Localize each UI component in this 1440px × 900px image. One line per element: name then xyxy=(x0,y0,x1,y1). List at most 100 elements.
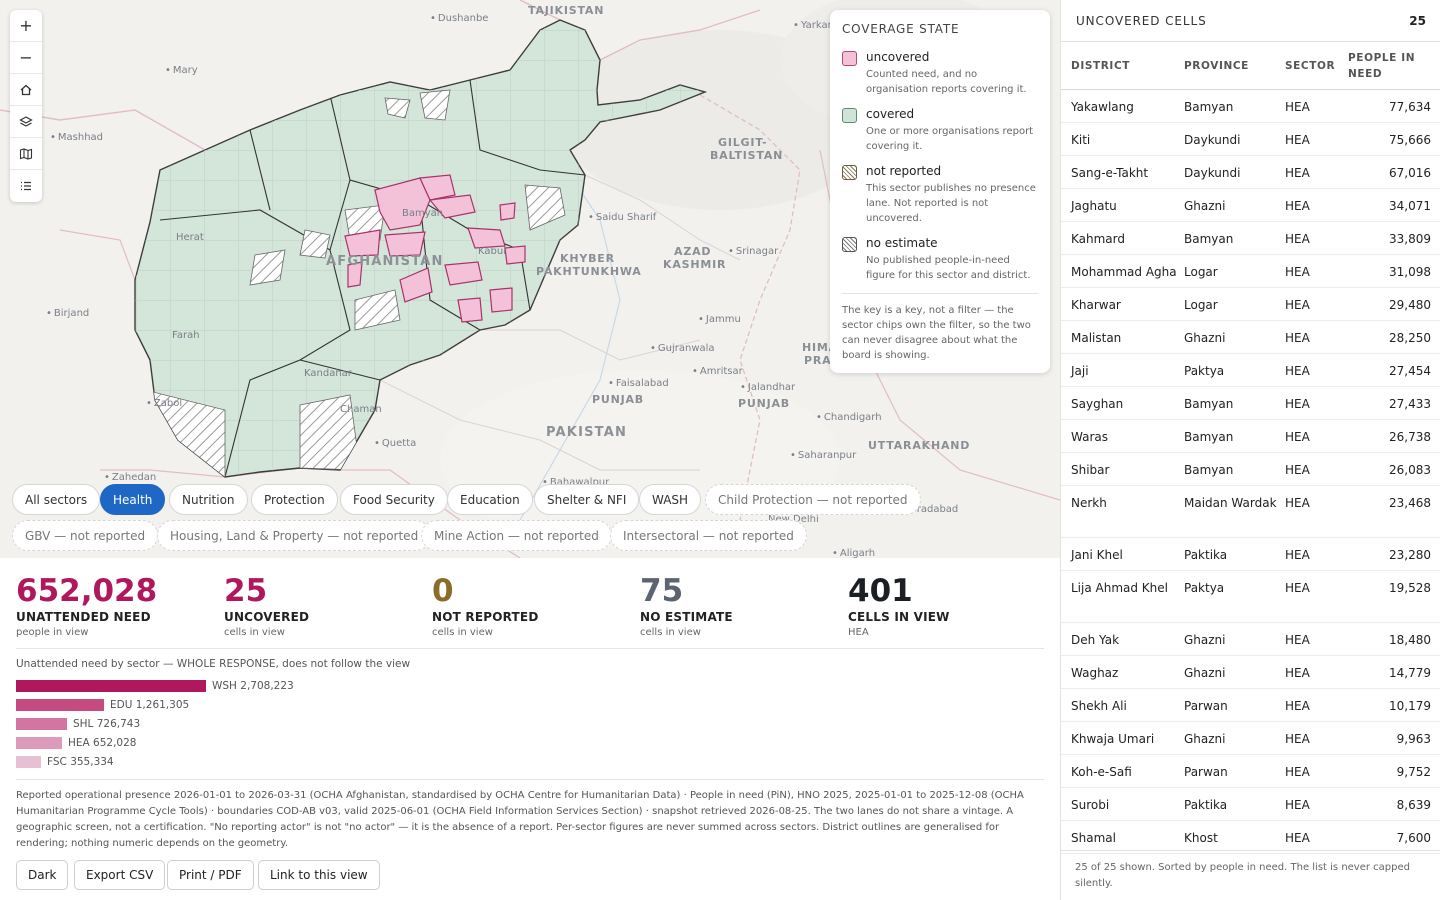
chip-gbv[interactable]: GBV — not reported xyxy=(12,520,159,551)
table-row[interactable]: Shamal Khost HEA 7,600 xyxy=(1061,821,1440,854)
chip-all-sectors[interactable]: All sectors xyxy=(12,484,101,515)
cell-district: Kahmard xyxy=(1071,232,1125,246)
cell-district: Jaji xyxy=(1071,364,1089,378)
chip-food-security[interactable]: Food Security xyxy=(340,484,448,515)
map-view[interactable]: Dushanbe Yarkanc Mary Mashhad Herat Birjand Fa… xyxy=(0,0,1060,558)
table-row[interactable]: Malistan Ghazni HEA 28,250 xyxy=(1061,321,1440,354)
place-label-gujranwala: Gujranwala xyxy=(650,343,715,354)
cell-district: Jaghatu xyxy=(1071,199,1117,213)
sector-bar-label: EDU 1,261,305 xyxy=(110,699,190,711)
cell-sector: HEA xyxy=(1285,100,1310,114)
chip-intersectoral[interactable]: Intersectoral — not reported xyxy=(610,520,807,551)
cell-province: Maidan Wardak xyxy=(1184,496,1277,510)
chip-education[interactable]: Education xyxy=(447,484,533,515)
place-label-saidu-sharif: Saidu Sharif xyxy=(588,212,656,223)
table-row[interactable]: Koh-e-Safi Parwan HEA 9,752 xyxy=(1061,755,1440,788)
region-label-uttarakhand: UTTARAKHAND xyxy=(868,439,971,452)
column-header-sector[interactable]: SECTOR xyxy=(1285,60,1336,72)
table-row[interactable]: Lija Ahmad Khel Paktya HEA 19,528 xyxy=(1061,571,1440,623)
table-row[interactable]: Waghaz Ghazni HEA 14,779 xyxy=(1061,656,1440,689)
cell-people-in-need: 75,666 xyxy=(1389,133,1431,147)
cell-district: Koh-e-Safi xyxy=(1071,765,1132,779)
table-row[interactable]: Khwaja Umari Ghazni HEA 9,963 xyxy=(1061,722,1440,755)
table-row[interactable]: Deh Yak Ghazni HEA 18,480 xyxy=(1061,623,1440,656)
cell-district: Sang-e-Takht xyxy=(1071,166,1149,180)
coverage-legend: COVERAGE STATE uncovered Counted need, a… xyxy=(830,10,1050,373)
home-icon[interactable] xyxy=(10,74,42,106)
legend-label: uncovered xyxy=(866,50,930,64)
column-header-district[interactable]: DISTRICT xyxy=(1071,60,1131,72)
table-row[interactable]: Kahmard Bamyan HEA 33,809 xyxy=(1061,222,1440,255)
place-label-aligarh: Aligarh xyxy=(832,548,875,558)
chip-mine-action[interactable]: Mine Action — not reported xyxy=(421,520,612,551)
column-header-province[interactable]: PROVINCE xyxy=(1184,60,1249,72)
sector-bar-row: WSH 2,708,223 xyxy=(16,680,294,692)
chip-child-protection[interactable]: Child Protection — not reported xyxy=(705,484,921,515)
stat-unattended-need: 652,028 UNATTENDED NEED people in view xyxy=(16,572,157,638)
cell-province: Bamyan xyxy=(1184,463,1234,477)
column-header-people-in-need[interactable]: PEOPLE IN NEED xyxy=(1348,52,1416,80)
cell-people-in-need: 77,634 xyxy=(1389,100,1431,114)
table-row[interactable]: Jaghatu Ghazni HEA 34,071 xyxy=(1061,189,1440,222)
region-label-pakhtunkhwa: PAKHTUNKHWA xyxy=(536,265,642,278)
sector-bar-row: SHL 726,743 xyxy=(16,718,140,730)
place-label-amritsar: Amritsar xyxy=(692,366,743,377)
cell-people-in-need: 9,963 xyxy=(1396,732,1431,746)
cell-district: Kiti xyxy=(1071,133,1091,147)
print-pdf-button[interactable]: Print / PDF xyxy=(167,860,254,890)
zoom-out-icon[interactable]: − xyxy=(10,42,42,74)
table-row[interactable]: Kharwar Logar HEA 29,480 xyxy=(1061,288,1440,321)
layers-icon[interactable] xyxy=(10,106,42,138)
table-row[interactable]: Sang-e-Takht Daykundi HEA 67,016 xyxy=(1061,156,1440,189)
cell-province: Ghazni xyxy=(1184,666,1226,680)
chip-nutrition[interactable]: Nutrition xyxy=(169,484,248,515)
table-row[interactable]: Kiti Daykundi HEA 75,666 xyxy=(1061,123,1440,156)
sector-bar xyxy=(16,718,67,730)
dark-mode-button[interactable]: Dark xyxy=(16,860,69,890)
table-row[interactable]: Jani Khel Paktika HEA 23,280 xyxy=(1061,538,1440,571)
chip-health[interactable]: Health xyxy=(100,484,166,515)
cell-district: Shamal xyxy=(1071,831,1116,845)
table-row[interactable]: Shekh Ali Parwan HEA 10,179 xyxy=(1061,689,1440,722)
not-reported-swatch xyxy=(842,165,857,180)
cell-sector: HEA xyxy=(1285,364,1310,378)
cell-province: Ghazni xyxy=(1184,732,1226,746)
region-label-punjab: PUNJAB xyxy=(592,393,644,406)
table-row[interactable]: Sayghan Bamyan HEA 27,433 xyxy=(1061,387,1440,420)
chip-housing-land-property[interactable]: Housing, Land & Property — not reported xyxy=(157,520,432,551)
cell-sector: HEA xyxy=(1285,831,1310,845)
legend-desc: One or more organisations report coverin… xyxy=(866,126,1034,152)
table-row[interactable]: Surobi Paktika HEA 8,639 xyxy=(1061,788,1440,821)
place-label-jalandhar: Jalandhar xyxy=(740,382,795,393)
zoom-in-icon[interactable]: + xyxy=(10,10,42,42)
region-label-pra: PRA xyxy=(804,354,832,367)
cell-district: Jani Khel xyxy=(1071,548,1123,562)
cell-district: Waras xyxy=(1071,430,1108,444)
chip-shelter-nfi[interactable]: Shelter & NFI xyxy=(534,484,640,515)
stat-not-reported: 0 NOT REPORTED cells in view xyxy=(432,572,539,638)
table-row[interactable]: Shibar Bamyan HEA 26,083 xyxy=(1061,453,1440,486)
table-row[interactable]: Jaji Paktya HEA 27,454 xyxy=(1061,354,1440,387)
legend-label: not reported xyxy=(866,164,942,178)
link-to-view-button[interactable]: Link to this view xyxy=(258,860,380,890)
export-csv-button[interactable]: Export CSV xyxy=(74,860,166,890)
stat-value: 401 xyxy=(848,573,913,609)
cell-people-in-need: 34,071 xyxy=(1389,199,1431,213)
stat-no-estimate: 75 NO ESTIMATE cells in view xyxy=(640,572,733,638)
stat-label: NOT REPORTED xyxy=(432,610,539,624)
table-row[interactable]: Mohammad Agha Logar HEA 31,098 xyxy=(1061,255,1440,288)
basemap-icon[interactable] xyxy=(10,138,42,170)
region-label-gilgit: GILGIT- xyxy=(718,136,768,149)
chip-protection[interactable]: Protection xyxy=(251,484,338,515)
stat-label: NO ESTIMATE xyxy=(640,610,733,624)
cell-people-in-need: 10,179 xyxy=(1389,699,1431,713)
cell-province: Bamyan xyxy=(1184,430,1234,444)
chip-wash[interactable]: WASH xyxy=(639,484,702,515)
table-row[interactable]: Waras Bamyan HEA 26,738 xyxy=(1061,420,1440,453)
table-row[interactable]: Yakawlang Bamyan HEA 77,634 xyxy=(1061,90,1440,123)
cell-sector: HEA xyxy=(1285,496,1310,510)
table-row[interactable]: Nerkh Maidan Wardak HEA 23,468 xyxy=(1061,486,1440,538)
legend-item-not-reported: not reported This sector publishes no pr… xyxy=(842,164,1038,226)
sector-bar xyxy=(16,680,206,692)
list-icon[interactable] xyxy=(10,170,42,202)
